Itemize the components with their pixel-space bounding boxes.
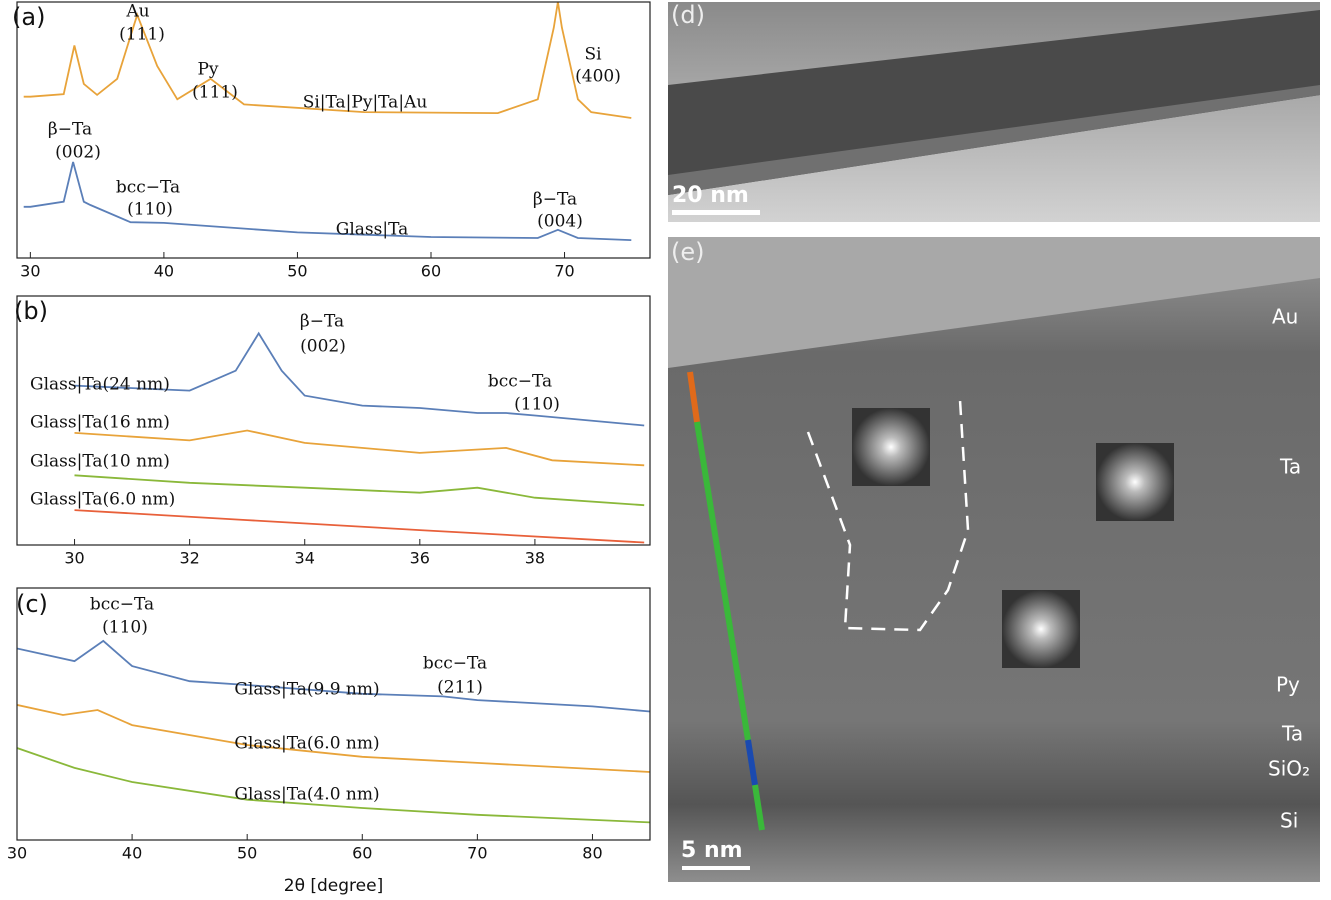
panel-label: (a) [12,3,45,31]
annotation: Si [584,45,602,65]
annotation: bcc−Ta [116,178,180,198]
series-label: Glass|Ta [336,220,408,240]
panel-label: (c) [16,590,48,618]
annotation: Py [197,60,218,80]
x-tick-label: 36 [410,549,430,568]
series-label: Glass|Ta(24 nm) [30,375,170,395]
data-line [17,641,650,712]
figure: (d) 20 nm (e) 5 nm Au Ta Py Ta SiO₂ Si S… [0,0,1331,900]
series-label: Glass|Ta(9.9 nm) [234,680,379,700]
scale-bar [682,866,750,870]
layer-label: Au [1272,305,1298,329]
scale-label: 20 nm [672,183,749,208]
x-tick-label: 70 [467,844,487,863]
x-tick-label: 32 [179,549,199,568]
layer-label: Si [1280,809,1298,833]
x-tick-label: 30 [64,549,84,568]
x-tick-label: 38 [525,549,545,568]
annotation: (004) [537,212,583,232]
annotation: (110) [514,395,560,415]
fft-inset [1002,590,1080,668]
image-d: (d) 20 nm [668,1,1320,222]
annotation: (002) [55,143,101,163]
annotation: β−Ta [533,190,577,210]
x-tick-label: 50 [287,262,307,281]
x-tick-label: 40 [122,844,142,863]
x-tick-label: 80 [582,844,602,863]
layer-label: SiO₂ [1268,757,1310,781]
annotation: (002) [300,337,346,357]
fft-inset [852,408,930,486]
series-label: Glass|Ta(10 nm) [30,452,170,472]
x-tick-label: 34 [295,549,315,568]
annotation: (110) [102,618,148,638]
series-label: Glass|Ta(6.0 nm) [30,490,175,510]
panel-label: (e) [671,238,705,266]
layer-label: Ta [1279,455,1301,479]
fft-inset [1096,443,1174,521]
x-tick-label: 70 [554,262,574,281]
panel-label: (d) [671,1,705,29]
series-label: Glass|Ta(6.0 nm) [234,734,379,754]
layer-label: Py [1276,673,1300,697]
annotation: (111) [119,25,165,45]
annotation: Au [125,2,149,22]
x-tick-label: 40 [154,262,174,281]
scale-bar [672,210,760,215]
x-tick-label: 30 [7,844,27,863]
annotation: bcc−Ta [423,654,487,674]
series-label: Si|Ta|Py|Ta|Au [303,93,428,113]
annotation: β−Ta [48,120,92,140]
series-label: Glass|Ta(4.0 nm) [234,785,379,805]
annotation: β−Ta [300,312,344,332]
annotation: (400) [575,67,621,87]
x-tick-label: 60 [352,844,372,863]
series-label: Glass|Ta(16 nm) [30,413,170,433]
x-tick-label: 30 [20,262,40,281]
annotation: (110) [127,200,173,220]
annotation: (211) [437,678,483,698]
annotation: bcc−Ta [488,372,552,392]
x-axis-label: 2θ [degree] [284,876,383,896]
x-tick-label: 60 [421,262,441,281]
data-line [75,510,645,542]
image-e: (e) 5 nm Au Ta Py Ta SiO₂ Si [668,237,1320,882]
layer-label: Ta [1281,722,1303,746]
scale-label: 5 nm [681,838,743,863]
panel-label: (b) [14,297,48,325]
annotation: bcc−Ta [90,595,154,615]
x-tick-label: 50 [237,844,257,863]
annotation: (111) [192,83,238,103]
